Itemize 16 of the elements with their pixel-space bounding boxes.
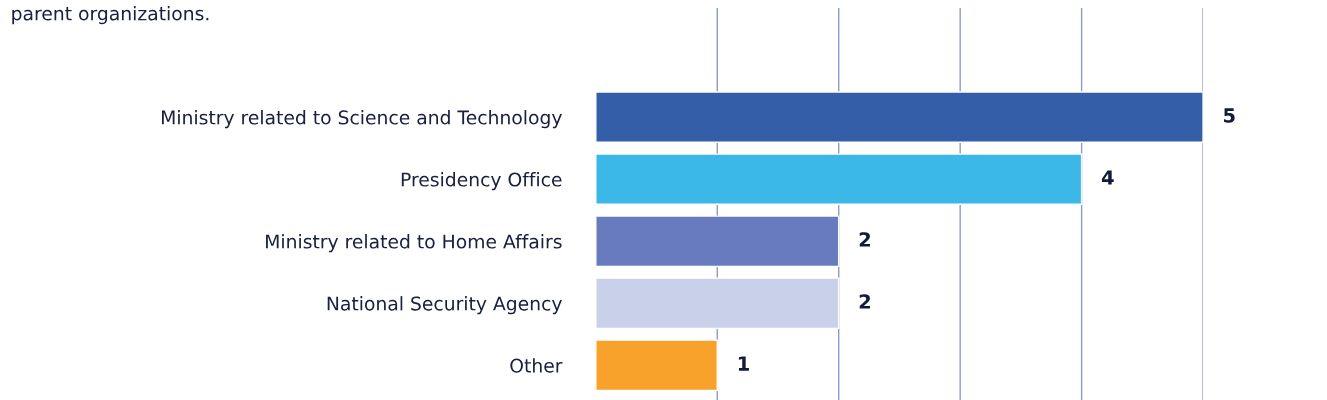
- data-label: 2: [859, 232, 870, 247]
- bar: [595, 91, 1204, 143]
- text: parent organizations.: [12, 6, 209, 25]
- bar: [595, 215, 840, 268]
- y-tick-label: Ministry related to Science and Technology: [162, 110, 562, 129]
- data-label: 1: [738, 356, 749, 371]
- data-label: 4: [1101, 170, 1114, 185]
- y-tick-label: National Security Agency: [327, 296, 562, 315]
- bar: [595, 277, 840, 330]
- bar: [595, 153, 1083, 206]
- y-tick-label: Other: [510, 358, 563, 373]
- data-label: 5: [1224, 108, 1235, 123]
- data-label: 2: [859, 294, 870, 309]
- y-tick-label: Ministry related to Home Affairs: [266, 234, 562, 253]
- bar: [595, 339, 718, 392]
- y-tick-label: Presidency Office: [401, 172, 562, 191]
